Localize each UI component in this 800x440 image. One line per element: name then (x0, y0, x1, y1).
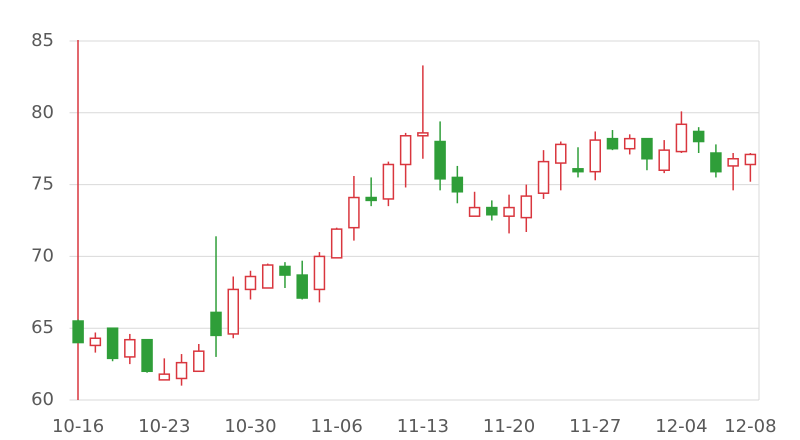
candle-body (520, 195, 533, 219)
candle-body (710, 152, 722, 173)
candle-body (348, 196, 360, 229)
candle-body (279, 265, 291, 276)
candle-body (417, 132, 429, 137)
candle-body (572, 168, 584, 173)
candle-body (727, 158, 739, 167)
y-tick-label: 60 (31, 389, 54, 410)
candle-body (365, 196, 377, 202)
candle-body (434, 140, 446, 180)
candle-body (313, 255, 326, 291)
candle-body (330, 228, 343, 259)
candle-body (261, 264, 274, 289)
y-tick-label: 85 (31, 30, 54, 51)
y-tick-label: 80 (31, 102, 54, 123)
x-tick-label: 11-27 (569, 416, 621, 437)
candle-body (193, 350, 205, 373)
candle-body (486, 206, 498, 216)
candle-body (106, 327, 119, 360)
candle-body (382, 163, 395, 200)
x-tick-label: 12-04 (655, 416, 707, 437)
candle-body (744, 153, 757, 166)
y-tick-label: 65 (31, 317, 54, 338)
candle-body (451, 176, 464, 193)
candle-body (692, 130, 705, 143)
x-tick-label: 10-30 (224, 416, 276, 437)
candle-body (296, 274, 308, 299)
y-tick-label: 75 (31, 174, 54, 195)
candle-body (175, 361, 188, 380)
x-tick-label: 11-06 (311, 416, 363, 437)
candle-body (158, 373, 171, 381)
candle-body (537, 160, 550, 194)
x-tick-label: 11-13 (397, 416, 449, 437)
candle-body (658, 149, 670, 171)
candle-body (227, 288, 240, 335)
x-tick-label: 10-16 (52, 416, 104, 437)
candle-body (623, 137, 636, 150)
candle-body (141, 338, 153, 373)
candle-body (555, 143, 567, 164)
candle-body (589, 139, 601, 173)
candle-body (399, 135, 412, 166)
candle-body (641, 137, 653, 160)
candle-body (503, 206, 515, 217)
x-tick-label: 12-08 (724, 416, 776, 437)
candle-body (468, 206, 481, 217)
candle-body (89, 337, 102, 347)
candle-body (675, 123, 688, 153)
candle-body (210, 311, 222, 337)
x-tick-label: 10-23 (138, 416, 190, 437)
y-tick-label: 70 (31, 245, 54, 266)
x-tick-label: 11-20 (483, 416, 535, 437)
candle-body (124, 338, 136, 358)
candle-body (606, 137, 619, 150)
candle-body (244, 275, 257, 291)
candle-body (72, 320, 84, 344)
